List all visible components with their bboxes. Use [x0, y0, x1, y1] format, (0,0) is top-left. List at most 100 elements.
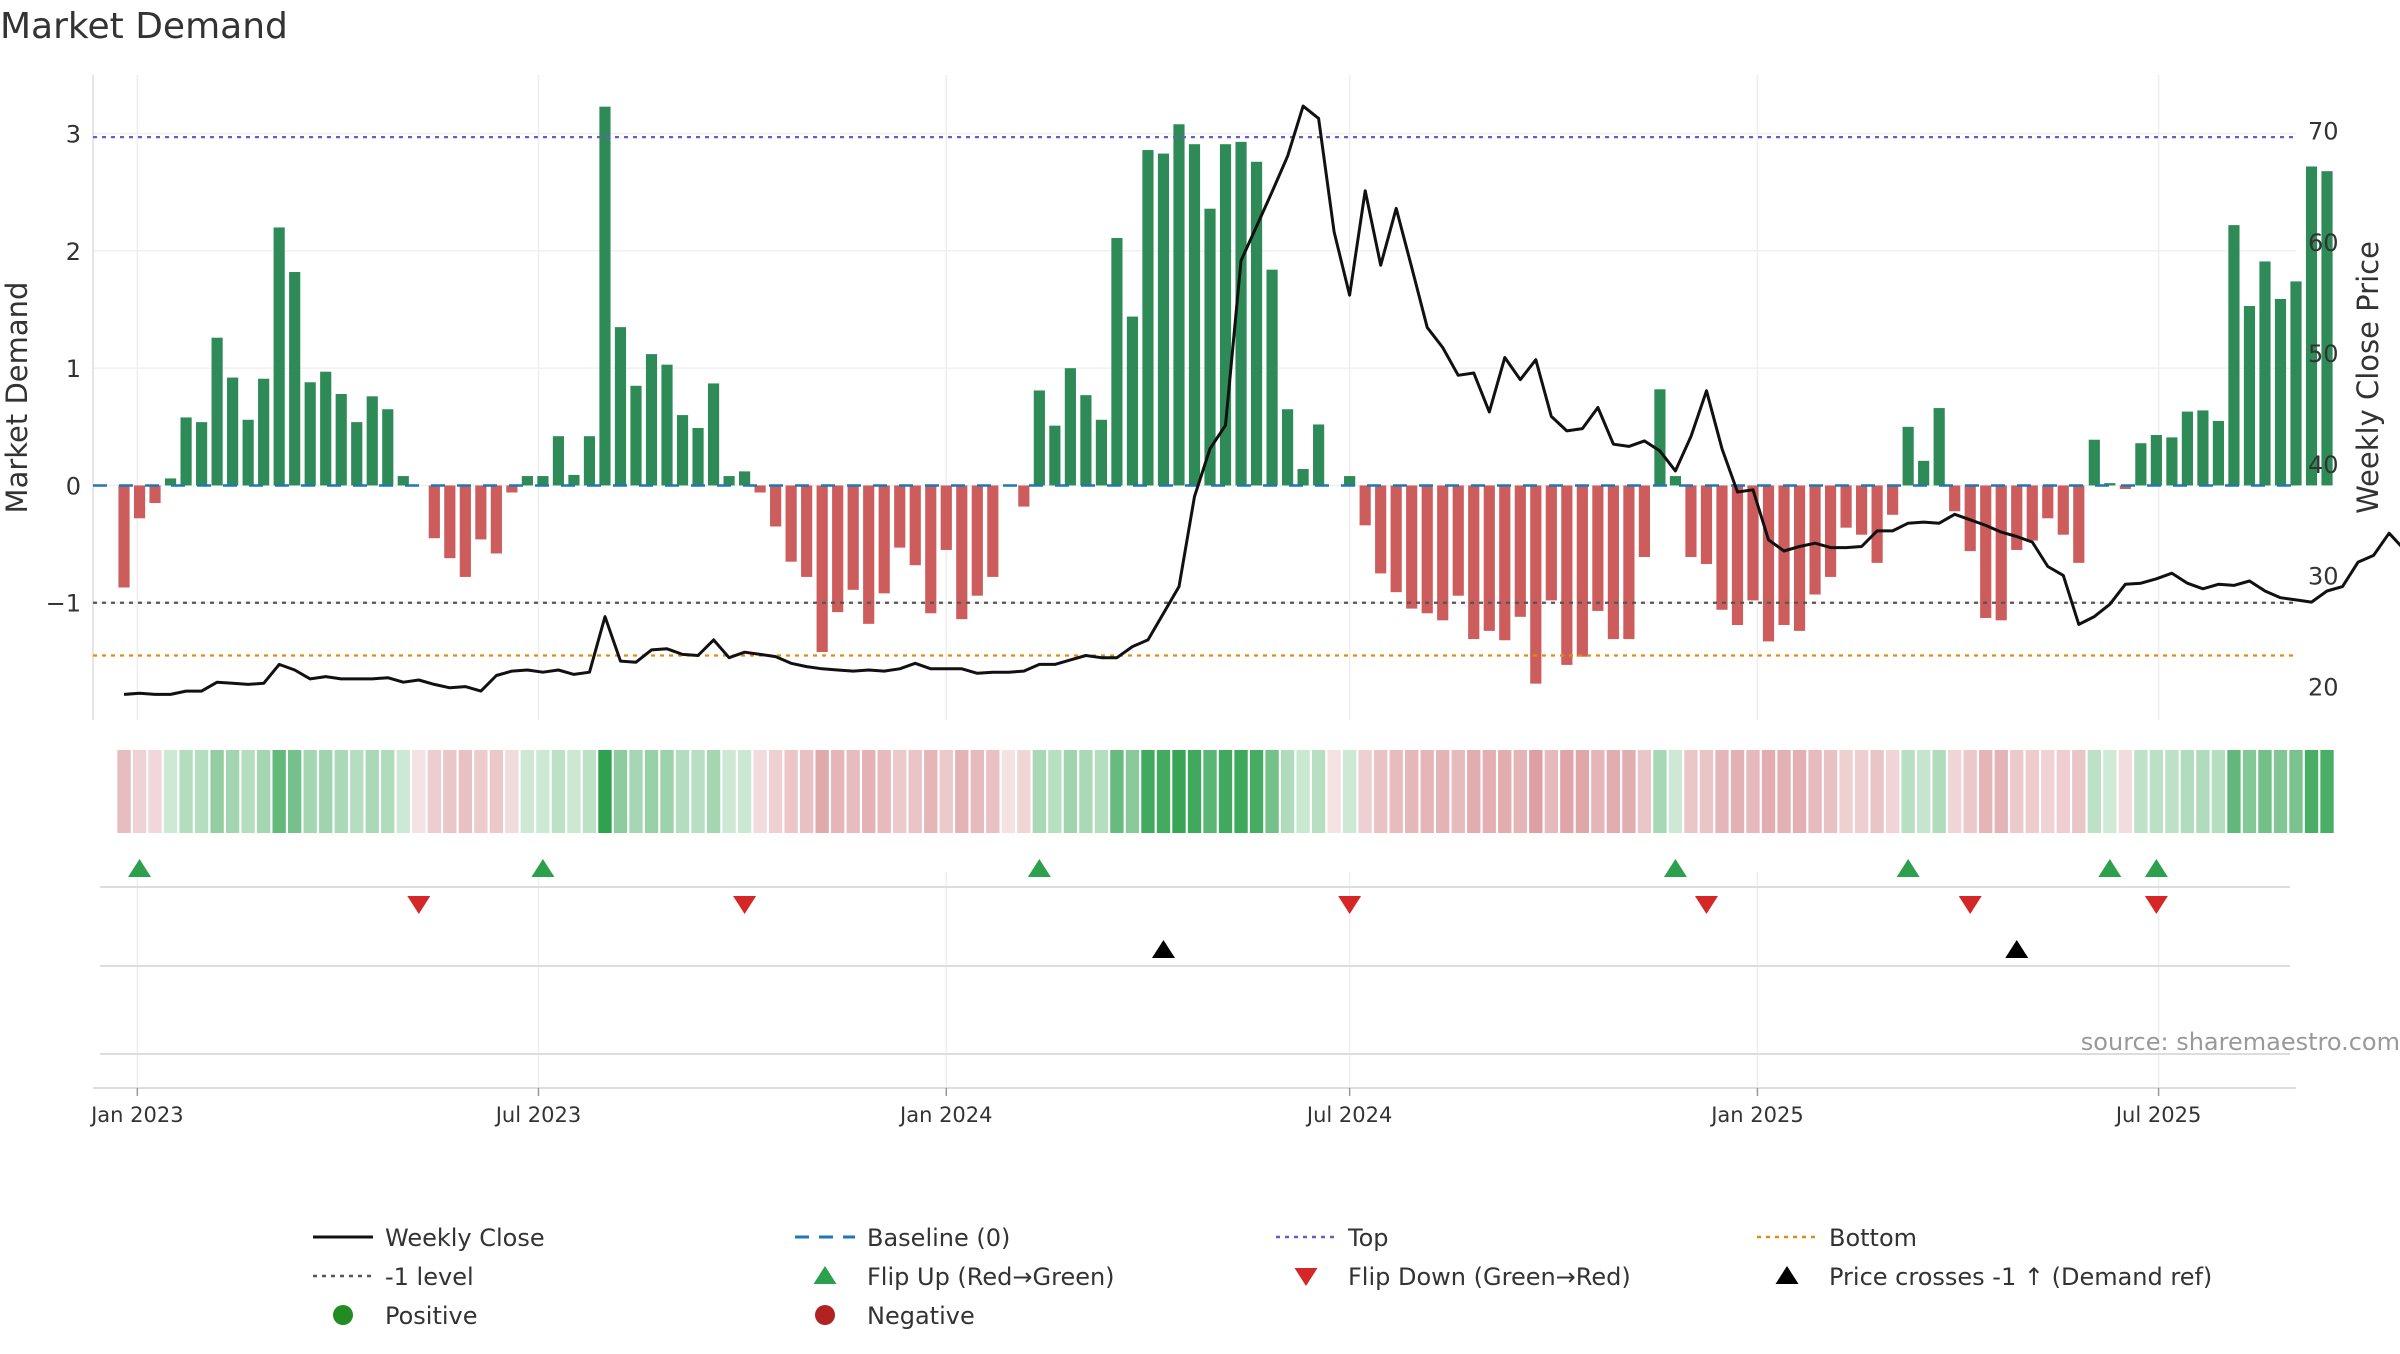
demand-bar: [1266, 269, 1278, 486]
heat-cell: [1963, 750, 1977, 833]
heat-cell: [799, 750, 814, 833]
demand-bar: [785, 485, 797, 562]
heat-cell: [706, 750, 721, 833]
demand-bar: [1887, 485, 1899, 515]
heat-cell: [536, 750, 550, 833]
heat-cell: [1405, 750, 1419, 833]
demand-bar: [1747, 485, 1759, 601]
heat-cell: [598, 750, 612, 833]
heat-cell: [2258, 750, 2272, 833]
heat-cell: [1808, 750, 1822, 833]
demand-bar: [1437, 485, 1449, 621]
heat-cell: [970, 750, 984, 833]
flip-up-marker: [1027, 859, 1051, 877]
heat-cell: [1482, 750, 1496, 833]
heat-cell: [582, 750, 597, 833]
demand-bar: [614, 327, 627, 486]
heat-cell: [846, 750, 860, 833]
flip-up-marker: [128, 859, 152, 877]
demand-bar: [1762, 485, 1775, 642]
demand-bar: [568, 474, 580, 486]
heat-cell: [893, 750, 907, 833]
demand-bar: [863, 485, 875, 624]
demand-bar: [940, 485, 952, 550]
demand-bar: [1607, 485, 1619, 640]
heat-cell: [1234, 750, 1248, 833]
heat-cell: [1156, 750, 1171, 833]
price-cross-marker: [1151, 940, 1175, 958]
heat-cell: [2041, 750, 2055, 833]
heat-cell: [474, 750, 488, 833]
heat-cell: [1249, 750, 1264, 833]
heat-cell: [194, 750, 209, 833]
demand-bar: [707, 383, 720, 486]
demand-bar: [1483, 485, 1495, 631]
demand-bar: [382, 409, 394, 486]
heat-cell: [784, 750, 798, 833]
demand-bar: [2088, 439, 2100, 486]
y-tick-label: 1: [66, 355, 81, 383]
heat-cell: [303, 750, 317, 833]
demand-bar: [1313, 424, 1325, 486]
legend-label: -1 level: [385, 1263, 474, 1291]
heat-cell: [2072, 750, 2086, 833]
heat-cell: [675, 750, 690, 833]
heat-cell: [1854, 750, 1869, 833]
heat-cell: [225, 750, 240, 833]
demand-bar: [1530, 485, 1542, 684]
demand-bar: [2197, 410, 2209, 486]
flip-up-marker: [1896, 859, 1920, 877]
heat-cell: [815, 750, 829, 833]
heat-cell: [2304, 750, 2319, 833]
legend-label: Top: [1347, 1224, 1389, 1252]
heat-cell: [1668, 750, 1683, 833]
heat-cell: [1792, 750, 1807, 833]
heat-cell: [1373, 750, 1388, 833]
heat-cell: [1498, 750, 1512, 833]
heat-cell: [1885, 750, 1900, 833]
heat-cell: [148, 750, 162, 833]
demand-bar: [987, 485, 999, 577]
heat-cell: [1948, 750, 1962, 833]
heat-cell: [1715, 750, 1729, 833]
heat-cell: [613, 750, 628, 833]
demand-bar: [149, 485, 161, 504]
legend-label: Baseline (0): [867, 1224, 1010, 1252]
heat-cell: [1032, 750, 1047, 833]
demand-bar: [289, 272, 301, 486]
heat-cell: [1839, 750, 1853, 833]
heat-cell: [505, 750, 519, 833]
heat-cell: [1358, 750, 1372, 833]
heat-cell: [1280, 750, 1295, 833]
demand-bar: [1592, 485, 1604, 611]
demand-bar: [118, 485, 130, 588]
heat-cell: [1591, 750, 1605, 833]
demand-bar: [925, 485, 937, 614]
heat-cell: [1606, 750, 1621, 833]
demand-bar: [2104, 483, 2116, 486]
heat-cell: [1172, 750, 1186, 833]
heat-cell: [288, 750, 302, 833]
y-tick-label: 3: [66, 121, 81, 149]
heat-cell: [1436, 750, 1450, 833]
heat-cell: [1094, 750, 1109, 833]
heat-cell: [2180, 750, 2195, 833]
heat-cell: [2134, 750, 2148, 833]
demand-bar: [1918, 460, 1930, 486]
demand-bar: [2290, 281, 2302, 486]
heat-cell: [1932, 750, 1946, 833]
heat-cell: [1187, 750, 1202, 833]
heat-cell: [1467, 750, 1481, 833]
heat-cell: [241, 750, 255, 833]
demand-bar: [1297, 469, 1309, 486]
heat-cell: [629, 750, 643, 833]
heat-cell: [132, 750, 147, 833]
demand-bar: [1731, 485, 1744, 626]
heat-cell: [1777, 750, 1791, 833]
demand-bar: [1344, 476, 1356, 486]
y2-tick-label: 30: [2308, 562, 2339, 590]
heat-cell: [1265, 750, 1279, 833]
heat-cell: [1730, 750, 1745, 833]
heat-cell: [1327, 750, 1341, 833]
heat-cell: [2103, 750, 2117, 833]
